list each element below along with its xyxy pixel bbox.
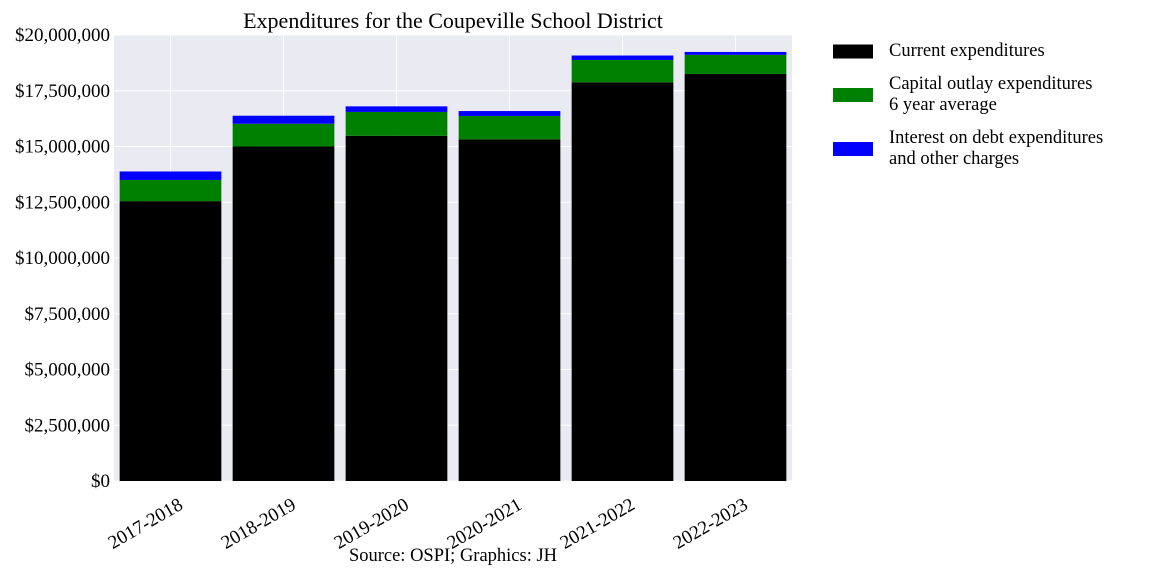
bar-series-2-2019-2020 [345, 106, 448, 112]
x-tick-label: 2019-2020 [331, 494, 413, 553]
y-tick-label: $10,000,000 [15, 248, 110, 269]
y-tick-label: $12,500,000 [15, 192, 110, 213]
legend-swatch [833, 88, 873, 102]
bar-series-2-2018-2019 [232, 115, 335, 124]
legend-swatch [833, 142, 873, 156]
bar-series-0-2017-2018 [119, 201, 222, 481]
y-tick-label: $15,000,000 [15, 137, 110, 158]
x-tick-label: 2020-2021 [444, 494, 526, 553]
legend-swatch [833, 44, 873, 59]
bars [119, 51, 787, 482]
x-axis-label: Source: OSPI; Graphics: JH [349, 546, 557, 566]
bar-series-1-2017-2018 [119, 179, 222, 202]
y-tick-label: $0 [91, 471, 110, 492]
chart-title: Expenditures for the Coupeville School D… [243, 8, 663, 33]
legend-label: Interest on debt expenditures and other c… [889, 128, 1103, 169]
bar-series-1-2021-2022 [571, 59, 674, 83]
bar-series-0-2022-2023 [684, 74, 787, 482]
legend-label: Current expenditures [889, 41, 1045, 61]
bar-series-1-2019-2020 [345, 111, 448, 136]
y-tick-label: $7,500,000 [25, 304, 111, 325]
y-tick-label: $20,000,000 [15, 25, 110, 46]
y-axis-ticks: $0 $2,500,000 $5,000,000 $7,500,000 $10,000,… [15, 25, 110, 492]
legend-label: Capital outlay expenditures 6 year averag… [889, 74, 1092, 115]
x-axis-ticks: 2017-2018 2018-2019 2019-2020 2020-2021 2021… [105, 494, 752, 553]
x-tick-label: 2018-2019 [218, 494, 300, 553]
y-tick-label: $5,000,000 [25, 360, 111, 381]
bar-series-1-2022-2023 [684, 54, 787, 75]
y-tick-label: $17,500,000 [15, 81, 110, 102]
legend: Current expenditures Capital outlay expen… [833, 41, 1103, 169]
bar-series-0-2018-2019 [232, 146, 335, 481]
x-tick-label: 2022-2023 [670, 494, 752, 553]
y-tick-label: $2,500,000 [25, 415, 111, 436]
bar-series-1-2020-2021 [458, 115, 561, 140]
bar-series-1-2018-2019 [232, 123, 335, 147]
bar-series-2-2022-2023 [684, 51, 787, 55]
x-tick-label: 2017-2018 [105, 494, 187, 553]
bar-series-0-2019-2020 [345, 135, 448, 481]
bar-series-0-2020-2021 [458, 139, 561, 481]
bar-series-2-2021-2022 [571, 55, 674, 60]
x-tick-label: 2021-2022 [557, 494, 639, 553]
bar-series-2-2020-2021 [458, 111, 561, 116]
bar-series-2-2017-2018 [119, 171, 222, 180]
bar-series-0-2021-2022 [571, 82, 674, 481]
